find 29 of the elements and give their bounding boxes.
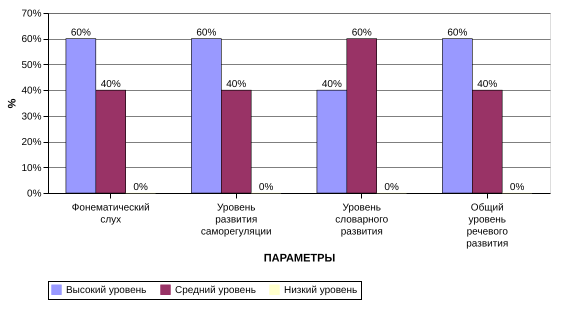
data-label: 0% [384, 182, 399, 193]
data-label: 0% [510, 182, 524, 193]
legend-label: Низкий уровень [284, 284, 358, 296]
data-label: 40% [100, 79, 121, 90]
y-tick-label: 40% [21, 86, 42, 97]
data-label: 60% [196, 28, 216, 39]
x-axis-title: ПАРАМЕТРЫ [264, 252, 336, 264]
legend-label: Высокий уровень [66, 284, 146, 296]
y-tick-label: 50% [21, 60, 42, 71]
legend-label: Средний уровень [175, 284, 256, 296]
data-label: 0% [258, 182, 274, 193]
data-label: 60% [352, 28, 372, 39]
y-tick-label: 0% [27, 188, 42, 200]
x-tick-label: Уровень словарного развития [335, 202, 389, 238]
y-tick-label: 20% [21, 137, 42, 148]
y-tick-label: 10% [21, 162, 42, 174]
data-label: 60% [70, 28, 91, 39]
x-tick-label: Общий уровень речевого развития [466, 202, 508, 250]
data-label: 40% [477, 79, 498, 90]
y-tick-label: 70% [21, 8, 42, 20]
data-label: 40% [322, 79, 342, 90]
x-tick-label: Уровень развития саморегуляции [200, 202, 272, 238]
data-label: 60% [447, 28, 468, 39]
y-tick-label: 60% [21, 34, 42, 46]
y-axis-title: % [6, 98, 18, 108]
y-tick-label: 30% [21, 111, 42, 122]
x-tick-label: Фонематический слух [72, 202, 150, 226]
data-label: 0% [133, 182, 148, 193]
data-label: 40% [226, 79, 246, 90]
